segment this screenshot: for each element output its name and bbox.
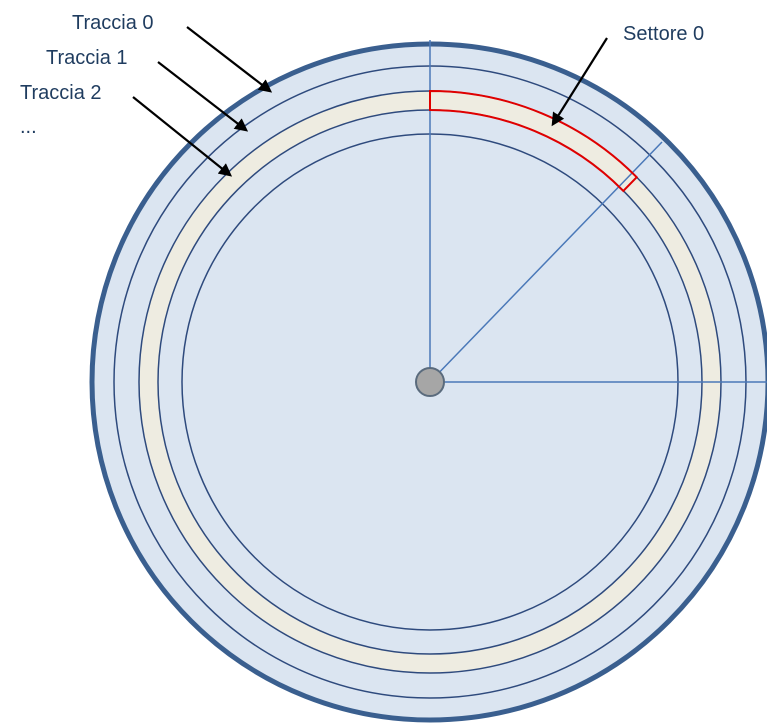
label-more-tracks: ... bbox=[20, 116, 37, 138]
arrow-sector-0 bbox=[551, 37, 608, 127]
spindle-hub bbox=[415, 367, 445, 397]
label-track-0: Traccia 0 bbox=[72, 12, 154, 34]
label-track-1: Traccia 1 bbox=[46, 47, 128, 69]
label-track-2: Traccia 2 bbox=[20, 82, 102, 104]
sector-0-outline bbox=[429, 89, 639, 193]
arrow-track-1 bbox=[157, 61, 249, 132]
arrow-track-0 bbox=[186, 26, 273, 93]
arrow-track-2 bbox=[132, 96, 233, 177]
radial-line-diagonal bbox=[429, 141, 663, 383]
label-sector-0: Settore 0 bbox=[623, 23, 705, 45]
